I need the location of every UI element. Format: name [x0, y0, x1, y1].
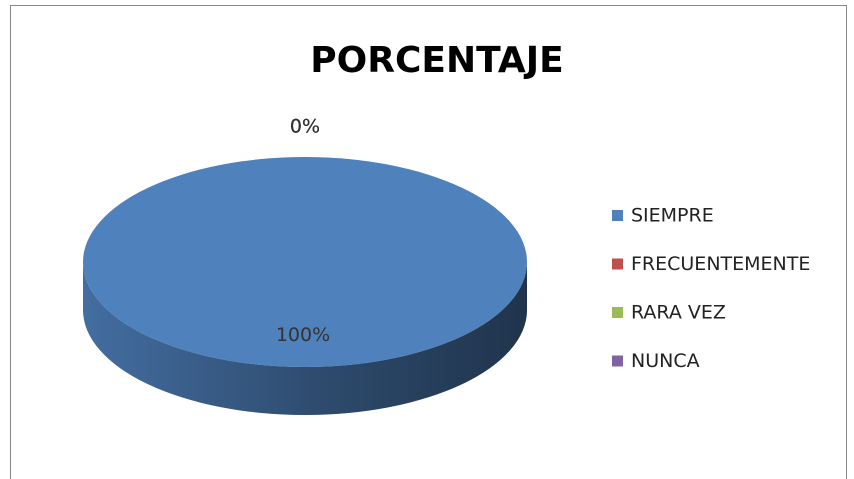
- legend-swatch: [612, 210, 623, 221]
- legend-label: RARA VEZ: [631, 302, 726, 324]
- legend-label: NUNCA: [631, 350, 700, 372]
- pie-slice: [83, 157, 527, 367]
- legend-label: SIEMPRE: [631, 205, 714, 227]
- data-label: 100%: [276, 324, 330, 346]
- legend-label: FRECUENTEMENTE: [631, 253, 810, 275]
- data-label: 0%: [290, 116, 320, 138]
- chart-title: PORCENTAJE: [310, 40, 563, 81]
- legend-swatch: [612, 258, 623, 270]
- pie-side-shade: [83, 262, 527, 415]
- data-label: 0%: [290, 116, 320, 138]
- data-label: 0%: [290, 116, 320, 138]
- legend-swatch: [612, 355, 623, 367]
- legend-swatch: [612, 307, 623, 318]
